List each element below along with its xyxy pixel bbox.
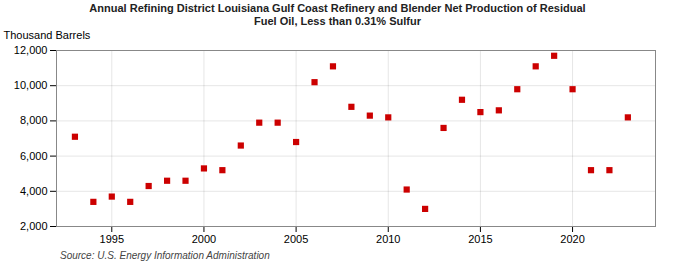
svg-text:2010: 2010 xyxy=(376,233,400,245)
svg-text:10,000: 10,000 xyxy=(14,79,48,91)
svg-text:6,000: 6,000 xyxy=(20,150,48,162)
svg-text:Thousand Barrels: Thousand Barrels xyxy=(4,29,91,41)
html-text:Annual Refining District Louis: Annual Refining District Louisiana Gulf … xyxy=(89,2,586,27)
svg-text:2020: 2020 xyxy=(560,233,584,245)
svg-text:1995: 1995 xyxy=(100,233,124,245)
svg-text:2005: 2005 xyxy=(284,233,308,245)
svg-text:2,000: 2,000 xyxy=(20,220,48,232)
svg-text:4,000: 4,000 xyxy=(20,185,48,197)
svg-text:2000: 2000 xyxy=(192,233,216,245)
svg-text:2015: 2015 xyxy=(468,233,492,245)
html-text:Source: U.S. Energy Informatio: Source: U.S. Energy Information Administ… xyxy=(60,250,270,261)
svg-text:12,000: 12,000 xyxy=(14,44,48,56)
svg-text:8,000: 8,000 xyxy=(20,114,48,126)
